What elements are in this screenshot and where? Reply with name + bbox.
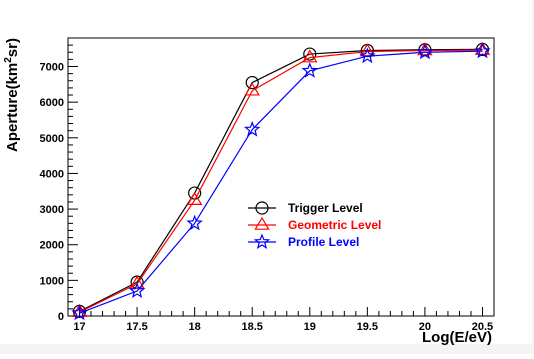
y-axis-label-main: Aperture(km (4, 63, 21, 152)
legend-marker (253, 233, 271, 250)
data-point (301, 62, 319, 78)
x-tick-label: 18 (189, 321, 201, 333)
y-tick-label: 1000 (40, 275, 64, 287)
legend-entry: Profile Level (248, 233, 359, 250)
y-tick-label: 2000 (40, 240, 64, 252)
data-point (186, 191, 203, 205)
data-point (71, 304, 88, 321)
x-tick-label: 18.5 (242, 321, 263, 333)
y-tick-label: 6000 (40, 97, 64, 109)
series-line (79, 50, 483, 314)
legend-entry: Trigger Level (248, 201, 363, 215)
data-point (302, 49, 318, 63)
legend: Trigger Level Geometric Level Profile Leve… (248, 201, 381, 250)
data-point (359, 47, 376, 64)
x-tick-label: 20.5 (472, 321, 493, 333)
y-tick-label: 4000 (40, 168, 64, 180)
x-tick-label: 17.5 (126, 321, 147, 333)
y-tick-label: 0 (58, 311, 64, 323)
data-point (244, 82, 260, 96)
data-point (474, 42, 491, 59)
x-tick-label: 17 (73, 321, 85, 333)
data-point (129, 275, 145, 289)
legend-entry: Geometric Level (248, 216, 381, 232)
y-tick-label: 7000 (40, 62, 64, 74)
series-line (79, 49, 483, 313)
legend-label: Geometric Level (288, 218, 381, 232)
legend-marker (254, 216, 270, 230)
y-axis-label: Aperture(km2sr) (3, 38, 21, 152)
data-point (303, 47, 317, 61)
series-line (79, 48, 483, 312)
series-layer (71, 41, 491, 321)
pad-background (0, 0, 532, 344)
axes-layer: 17 17.5 18 18.5 19 19.5 20 20.5 0 1000 2000 3000 400… (40, 37, 495, 333)
y-tick-label: 3000 (40, 204, 64, 216)
y-axis-label-sup: 2 (3, 57, 14, 63)
data-point (416, 43, 434, 60)
data-point (128, 282, 146, 299)
y-axis-label-tail: sr) (4, 38, 21, 57)
x-tick-label: 19.5 (357, 321, 378, 333)
x-tick-label: 20 (419, 321, 431, 333)
plot-frame (67, 37, 495, 317)
data-point (245, 75, 259, 90)
x-axis-label: Log(E/eV) (422, 329, 492, 346)
data-point (243, 120, 261, 137)
legend-label: Profile Level (288, 235, 359, 249)
series-star (71, 42, 491, 321)
legend-label: Trigger Level (288, 201, 363, 215)
legend-marker (255, 201, 269, 215)
x-tick-label: 19 (304, 321, 316, 333)
y-tick-label: 5000 (40, 133, 64, 145)
data-point (186, 214, 203, 231)
